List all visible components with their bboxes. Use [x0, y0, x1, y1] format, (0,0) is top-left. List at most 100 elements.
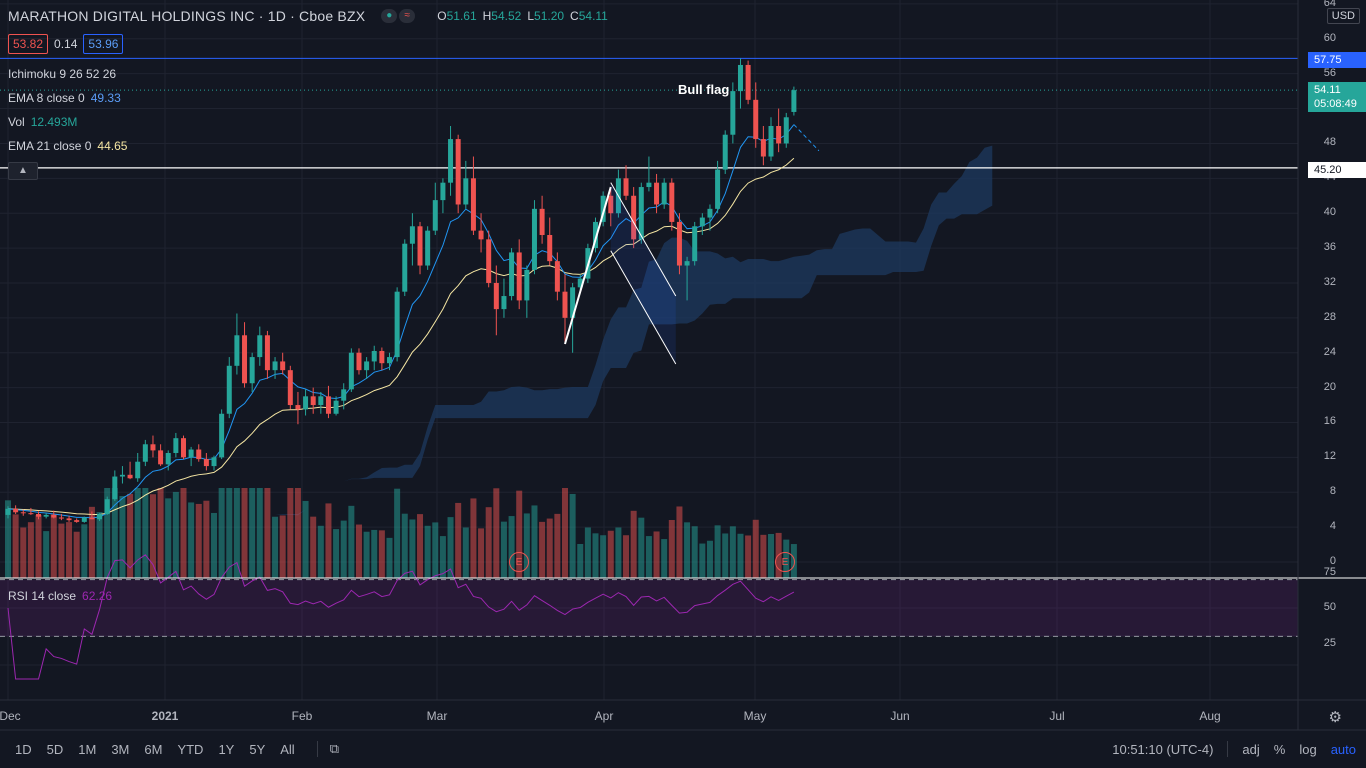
- percent-toggle[interactable]: %: [1273, 741, 1286, 757]
- candle-body: [737, 64, 743, 92]
- volume-bar: [516, 490, 523, 578]
- earnings-marker[interactable]: E: [775, 552, 795, 572]
- bull-flag-label[interactable]: Bull flag: [678, 82, 730, 97]
- status-pill[interactable]: ● ≈: [381, 9, 416, 23]
- gear-icon[interactable]: ⚙: [1328, 709, 1342, 726]
- currency-button[interactable]: USD: [1326, 8, 1360, 24]
- price-tick-label: 28: [1323, 310, 1336, 323]
- volume-bars: [5, 488, 797, 578]
- range-buttons: 1D 5D 1M 3M 6M YTD 1Y 5Y All: [0, 742, 295, 757]
- candle-body: [570, 287, 576, 318]
- horizontal-lines[interactable]: [0, 57, 1298, 169]
- candle-body: [348, 352, 354, 390]
- volume-bar: [317, 525, 324, 578]
- pane-separators[interactable]: [0, 0, 1366, 731]
- range-button-ytd[interactable]: YTD: [177, 741, 204, 757]
- volume-bar: [134, 488, 141, 578]
- log-toggle[interactable]: log: [1299, 741, 1317, 757]
- chevron-up-icon[interactable]: ▲: [8, 162, 38, 180]
- candle-body: [196, 449, 202, 460]
- price-tick-label: 64: [1323, 0, 1336, 9]
- volume-bar: [363, 531, 370, 578]
- volume-bar: [714, 525, 721, 578]
- volume-bar: [615, 527, 622, 578]
- rsi-label: RSI 14 close: [8, 589, 77, 603]
- candle-body: [13, 508, 19, 513]
- rsi-band: [0, 579, 1298, 637]
- range-button-1m[interactable]: 1M: [78, 741, 97, 757]
- candle-body: [654, 182, 660, 205]
- price-tick-label: 0: [1329, 555, 1336, 567]
- candle-body: [463, 178, 469, 205]
- range-button-all[interactable]: All: [280, 741, 295, 757]
- range-button-5y[interactable]: 5Y: [249, 741, 266, 757]
- time-tick-label: Mar: [426, 709, 448, 723]
- adjust-toggle[interactable]: adj: [1242, 741, 1260, 757]
- ema21-label: EMA 21 close 0: [8, 139, 92, 153]
- candle-body: [36, 514, 42, 517]
- range-button-3m[interactable]: 3M: [111, 741, 130, 757]
- volume-bar: [165, 498, 172, 578]
- rsi-legend[interactable]: RSI 14 close 62.26: [8, 589, 112, 603]
- candle-body: [715, 169, 721, 209]
- candle-body: [341, 389, 347, 401]
- volume-bar: [325, 503, 332, 578]
- volume-bar: [27, 522, 34, 578]
- candle-body: [638, 187, 644, 240]
- volume-bar: [684, 522, 691, 578]
- time-tick-label: Jun: [890, 709, 910, 723]
- ema21-legend[interactable]: EMA 21 close 0 44.65: [8, 139, 127, 153]
- range-button-1d[interactable]: 1D: [15, 741, 32, 757]
- candle-body: [409, 226, 415, 244]
- candle-body: [242, 335, 248, 384]
- flag-channel-fill: [610, 182, 676, 365]
- symbol-title[interactable]: MARATHON DIGITAL HOLDINGS INC · 1D · Cbo…: [8, 8, 366, 24]
- ichimoku-cloud: [206, 145, 993, 516]
- time-tick-label: May: [743, 709, 767, 723]
- earnings-marker[interactable]: E: [509, 552, 529, 572]
- clock-readout[interactable]: 10:51:10 (UTC-4): [1112, 741, 1214, 757]
- bid-button[interactable]: 53.82: [8, 34, 49, 54]
- price-tick-label: 12: [1323, 450, 1336, 463]
- ichimoku-legend[interactable]: Ichimoku 9 26 52 26: [8, 67, 116, 81]
- ema8-legend[interactable]: EMA 8 close 0 49.33: [8, 91, 121, 105]
- divider: [1227, 741, 1229, 757]
- candle-body: [692, 226, 698, 262]
- volume-bar: [592, 533, 599, 578]
- volume-bar: [294, 488, 301, 578]
- range-button-5d[interactable]: 5D: [46, 741, 64, 757]
- volume-bar: [348, 505, 355, 578]
- volume-legend[interactable]: Vol 12.493M: [8, 115, 77, 129]
- time-tick-label: Jul: [1049, 709, 1065, 723]
- candle-body: [89, 517, 95, 520]
- high-value: 54.52: [491, 9, 522, 23]
- volume-bar: [287, 488, 294, 578]
- range-button-6m[interactable]: 6M: [144, 741, 163, 757]
- candle-body: [493, 282, 499, 310]
- drawings[interactable]: [564, 124, 820, 365]
- candle-body: [51, 514, 57, 518]
- volume-bar: [630, 510, 637, 578]
- auto-toggle[interactable]: auto: [1330, 741, 1356, 757]
- range-button-1y[interactable]: 1Y: [218, 741, 235, 757]
- candle-body: [455, 139, 461, 205]
- candle-body: [669, 182, 675, 222]
- volume-bar: [561, 488, 568, 578]
- volume-bar: [478, 528, 485, 578]
- volume-bar: [264, 488, 271, 578]
- candle-body: [470, 178, 476, 231]
- volume-bar: [768, 534, 774, 578]
- calendar-icon[interactable]: ⧉: [316, 741, 339, 757]
- volume-bar: [157, 488, 164, 578]
- ema21-value: 44.65: [97, 139, 128, 153]
- rsi-line: [7, 554, 795, 680]
- volume-bar: [531, 505, 538, 578]
- volume-bar: [233, 488, 240, 578]
- ask-button[interactable]: 53.96: [83, 34, 124, 54]
- volume-bar: [691, 526, 698, 578]
- rsi-tick-label: 75: [1323, 565, 1336, 578]
- candle-body: [287, 370, 293, 406]
- volume-bar: [607, 530, 614, 578]
- rsi-tick-label: 25: [1323, 636, 1336, 649]
